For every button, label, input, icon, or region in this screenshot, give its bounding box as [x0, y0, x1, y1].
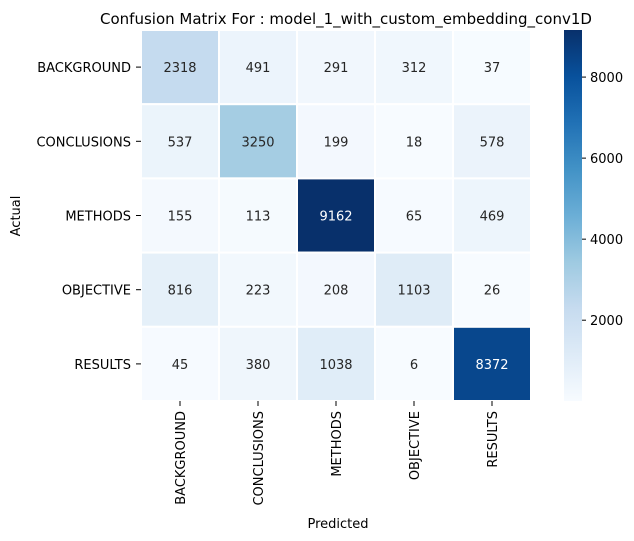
y-tick-label: BACKGROUND [37, 61, 131, 76]
cell-value-label: 155 [168, 210, 193, 225]
cell-value-label: 469 [480, 210, 505, 225]
cell-value-label: 6 [410, 358, 418, 373]
y-tick-label: METHODS [65, 210, 131, 225]
colorbar-tick-label: 4000 [590, 233, 623, 248]
heatmap-cell [218, 29, 298, 106]
heatmap-cell [218, 177, 298, 254]
cell-value-label: 291 [324, 61, 349, 76]
cell-value-label: 816 [168, 284, 193, 299]
x-axis-ticks: BACKGROUND CONCLUSIONS METHODS OBJECTIVE RES… [174, 401, 501, 506]
y-axis-label: Actual [9, 196, 24, 237]
x-tick-label: BACKGROUND [174, 411, 189, 505]
colorbar-tick-label: 8000 [590, 71, 623, 86]
x-tick-label: METHODS [330, 411, 345, 477]
heatmap-cell-labels: 2318 491 291 312 37 537 3250 199 18 578 155 113 9162… [163, 61, 508, 373]
cell-value-label: 491 [246, 61, 271, 76]
chart-title: Confusion Matrix For : model_1_with_cust… [100, 10, 592, 29]
cell-value-label: 312 [402, 61, 427, 76]
heatmap-cell [140, 325, 220, 402]
cell-value-label: 199 [324, 135, 349, 150]
cell-value-label: 380 [246, 358, 271, 373]
cell-value-label: 2318 [163, 61, 196, 76]
heatmap-cell [296, 251, 376, 328]
cell-value-label: 1038 [319, 358, 352, 373]
cell-value-label: 1103 [397, 284, 430, 299]
x-tick-label: RESULTS [486, 411, 501, 468]
cell-value-label: 26 [484, 284, 501, 299]
cell-value-label: 65 [406, 210, 423, 225]
heatmap-cells [140, 29, 532, 402]
heatmap-cell [452, 251, 532, 328]
y-tick-label: RESULTS [74, 358, 131, 373]
colorbar-ticks: 2000 4000 6000 8000 [582, 71, 623, 329]
colorbar [564, 30, 582, 401]
colorbar-tick-label: 6000 [590, 152, 623, 167]
heatmap-cell [296, 103, 376, 180]
cell-value-label: 537 [168, 135, 193, 150]
heatmap-cell [374, 251, 454, 328]
heatmap-cell [218, 325, 298, 402]
x-axis-label: Predicted [307, 517, 368, 532]
cell-value-label: 223 [246, 284, 271, 299]
y-tick-label: OBJECTIVE [62, 284, 131, 299]
heatmap-cell [296, 325, 376, 402]
y-tick-label: CONCLUSIONS [36, 135, 131, 150]
colorbar-tick-label: 2000 [590, 314, 623, 329]
cell-value-label: 37 [484, 61, 501, 76]
cell-value-label: 18 [406, 135, 423, 150]
cell-value-label: 113 [246, 210, 271, 225]
heatmap-cell [218, 251, 298, 328]
heatmap-cell [374, 177, 454, 254]
cell-value-label: 9162 [319, 210, 352, 225]
cell-value-label: 208 [324, 284, 349, 299]
x-tick-label: OBJECTIVE [408, 411, 423, 480]
y-axis-ticks: BACKGROUND CONCLUSIONS METHODS OBJECTIVE RES… [36, 61, 141, 373]
x-tick-label: CONCLUSIONS [252, 411, 267, 506]
cell-value-label: 578 [480, 135, 505, 150]
cell-value-label: 45 [172, 358, 189, 373]
heatmap-cell [452, 103, 532, 180]
cell-value-label: 3250 [241, 135, 274, 150]
cell-value-label: 8372 [475, 358, 508, 373]
